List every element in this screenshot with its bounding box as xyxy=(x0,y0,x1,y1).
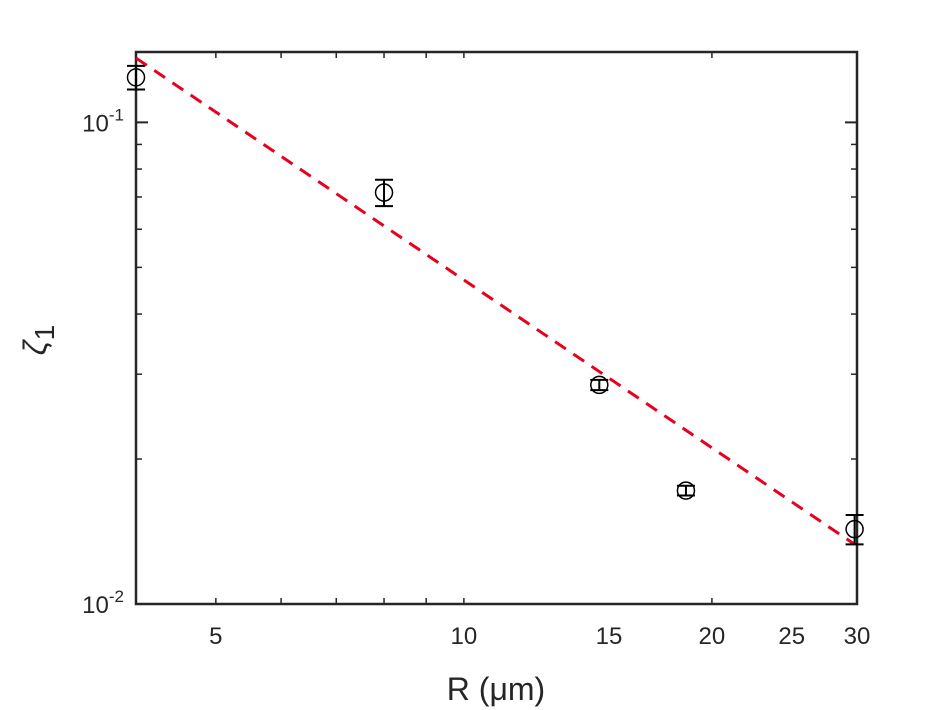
data-point xyxy=(845,514,864,546)
x-tick-label: 10 xyxy=(451,623,478,650)
data-point xyxy=(590,375,609,395)
y-tick-label-exponent: -1 xyxy=(109,105,124,124)
y-axis-label: ζ1 xyxy=(17,325,60,355)
data-point xyxy=(374,178,394,208)
y-axis-label-symbol: ζ xyxy=(17,338,53,355)
y-tick-label: 10-1 xyxy=(82,105,124,137)
x-tick-label: 20 xyxy=(699,623,726,650)
data-point-marker xyxy=(126,68,146,87)
data-point-marker xyxy=(845,519,864,539)
fit-line xyxy=(135,56,856,546)
y-tick-label-base: 10 xyxy=(82,110,109,137)
data-point-marker xyxy=(676,481,696,500)
axis-labels-layer: R (μm) ζ1 xyxy=(17,325,545,707)
x-tick-label: 5 xyxy=(209,623,222,650)
axes: 10-210-15 10 15 20 25 30 xyxy=(82,50,871,650)
x-tick-label: 15 xyxy=(596,623,623,650)
y-tick-label: 10-2 xyxy=(82,587,124,619)
plot-frame xyxy=(134,50,859,606)
data-point xyxy=(126,64,146,91)
x-tick-label: 25 xyxy=(778,623,805,650)
fit-line-layer xyxy=(135,56,856,546)
data-point-marker xyxy=(374,183,394,202)
y-tick-label-base: 10 xyxy=(82,592,109,619)
data-points-layer xyxy=(126,64,864,546)
x-axis-label: R (μm) xyxy=(447,671,545,707)
y-axis-label-subscript: 1 xyxy=(29,325,60,341)
data-point-marker xyxy=(590,375,609,395)
x-tick-label: 30 xyxy=(844,623,871,650)
data-point xyxy=(676,481,696,500)
y-tick-label-exponent: -2 xyxy=(109,587,124,606)
